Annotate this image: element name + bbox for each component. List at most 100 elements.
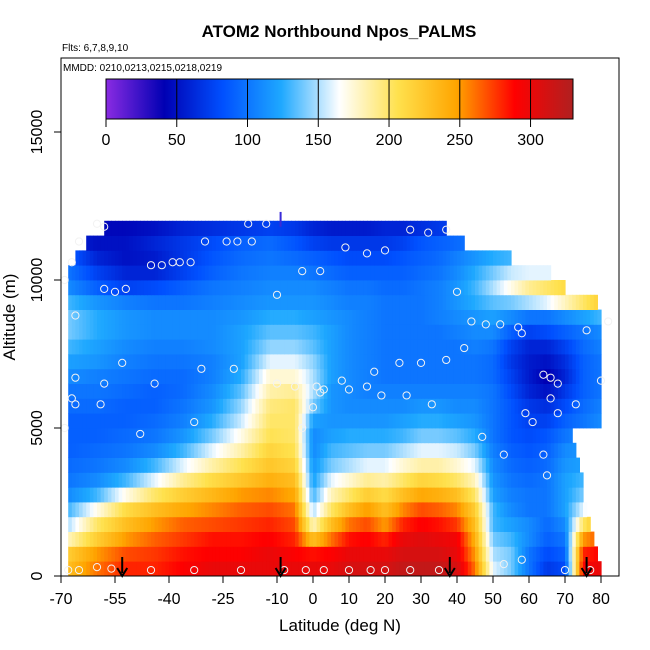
heatmap-cell — [338, 309, 343, 325]
heatmap-cell — [356, 516, 361, 532]
heatmap-cell — [309, 561, 314, 576]
heatmap-cell — [251, 487, 256, 503]
heatmap-cell — [154, 250, 159, 266]
heatmap-cell — [403, 383, 408, 399]
heatmap-cell — [327, 487, 332, 503]
heatmap-cell — [338, 398, 343, 414]
heatmap-cell — [374, 428, 379, 444]
heatmap-cell — [557, 516, 562, 532]
heatmap-cell — [154, 546, 159, 562]
heatmap-cell — [367, 265, 372, 281]
heatmap-cell — [514, 531, 519, 547]
heatmap-cell — [237, 546, 242, 562]
heatmap-cell — [421, 235, 426, 251]
heatmap-cell — [349, 546, 354, 562]
heatmap-cell — [100, 413, 105, 429]
heatmap-cell — [446, 428, 451, 444]
heatmap-cell — [503, 428, 508, 444]
heatmap-cell — [118, 398, 123, 414]
heatmap-cell — [68, 324, 73, 340]
observation-point — [337, 376, 346, 385]
heatmap-cell — [295, 546, 300, 562]
heatmap-cell — [140, 265, 145, 281]
heatmap-cell — [287, 294, 292, 310]
heatmap-cell — [565, 516, 570, 532]
heatmap-cell — [543, 516, 548, 532]
heatmap-cell — [201, 428, 206, 444]
heatmap-cell — [399, 487, 404, 503]
heatmap-cell — [107, 398, 112, 414]
heatmap-cell — [219, 383, 224, 399]
observation-point — [517, 555, 526, 564]
heatmap-cell — [460, 265, 465, 281]
heatmap-cell — [457, 561, 462, 576]
heatmap-cell — [338, 250, 343, 266]
heatmap-cell — [525, 457, 530, 473]
heatmap-cell — [89, 546, 94, 562]
heatmap-cell — [568, 309, 573, 325]
heatmap-cell — [172, 546, 177, 562]
heatmap-cell — [460, 531, 465, 547]
heatmap-cell — [471, 413, 476, 429]
observation-point — [481, 320, 490, 329]
heatmap-cell — [107, 280, 112, 296]
heatmap-cell — [565, 502, 570, 518]
heatmap-cell — [323, 294, 328, 310]
heatmap-cell — [453, 354, 458, 370]
heatmap-cell — [147, 457, 152, 473]
heatmap-cell — [521, 339, 526, 355]
heatmap-cell — [597, 383, 602, 399]
heatmap-cell — [536, 487, 541, 503]
heatmap-cell — [68, 280, 73, 296]
heatmap-cell — [104, 502, 109, 518]
heatmap-cell — [471, 294, 476, 310]
heatmap-cell — [439, 516, 444, 532]
heatmap-cell — [557, 531, 562, 547]
heatmap-cell — [597, 309, 602, 325]
heatmap-cell — [496, 487, 501, 503]
heatmap-cell — [251, 546, 256, 562]
heatmap-cell — [147, 428, 152, 444]
heatmap-cell — [107, 413, 112, 429]
heatmap-cell — [410, 546, 415, 562]
heatmap-cell — [345, 294, 350, 310]
heatmap-cell — [158, 472, 163, 488]
heatmap-cell — [262, 339, 267, 355]
heatmap-cell — [539, 561, 544, 576]
heatmap-cell — [381, 472, 386, 488]
heatmap-cell — [291, 398, 296, 414]
heatmap-cell — [539, 309, 544, 325]
heatmap-cell — [557, 428, 562, 444]
heatmap-cell — [284, 457, 289, 473]
heatmap-cell — [493, 502, 498, 518]
heatmap-cell — [363, 398, 368, 414]
heatmap-cell — [115, 235, 120, 251]
heatmap-cell — [507, 368, 512, 384]
heatmap-cell — [453, 250, 458, 266]
heatmap-cell — [154, 339, 159, 355]
heatmap-cell — [158, 428, 163, 444]
heatmap-cell — [233, 531, 238, 547]
heatmap-cell — [125, 309, 130, 325]
heatmap-cell — [111, 398, 116, 414]
heatmap-cell — [554, 502, 559, 518]
heatmap-cell — [140, 413, 145, 429]
heatmap-cell — [323, 383, 328, 399]
heatmap-cell — [359, 265, 364, 281]
heatmap-cell — [298, 235, 303, 251]
heatmap-cell — [496, 309, 501, 325]
heatmap-cell — [287, 354, 292, 370]
heatmap-cell — [424, 235, 429, 251]
heatmap-cell — [460, 235, 465, 251]
heatmap-cell — [435, 250, 440, 266]
heatmap-cell — [176, 265, 181, 281]
observation-point — [380, 246, 390, 255]
heatmap-cell — [367, 250, 372, 266]
heatmap-cell — [161, 561, 166, 576]
heatmap-cell — [464, 428, 469, 444]
heatmap-cell — [377, 324, 382, 340]
heatmap-cell — [417, 561, 422, 576]
heatmap-cell — [241, 413, 246, 429]
heatmap-cell — [187, 354, 192, 370]
heatmap-cell — [467, 398, 472, 414]
